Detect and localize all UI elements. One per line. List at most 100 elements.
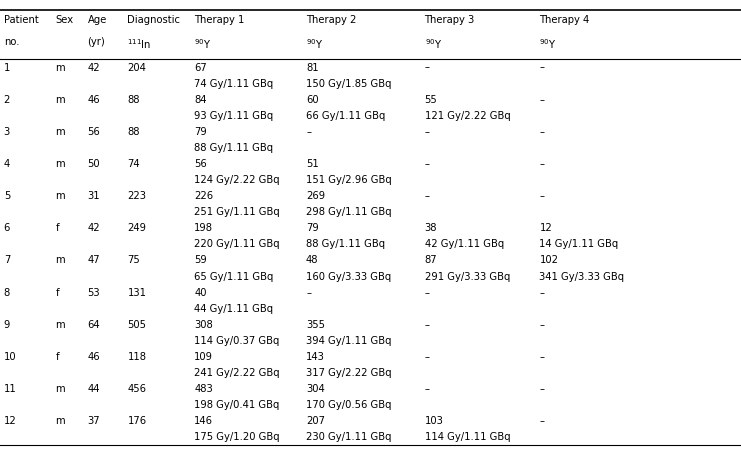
Text: 355: 355 <box>306 320 325 330</box>
Text: 204: 204 <box>127 63 146 72</box>
Text: m: m <box>56 159 65 169</box>
Text: m: m <box>56 191 65 201</box>
Text: 1: 1 <box>4 63 10 72</box>
Text: m: m <box>56 95 65 105</box>
Text: 175 Gy/1.20 GBq: 175 Gy/1.20 GBq <box>194 432 280 443</box>
Text: 207: 207 <box>306 416 325 426</box>
Text: 42: 42 <box>87 63 100 72</box>
Text: 226: 226 <box>194 191 213 201</box>
Text: Therapy 4: Therapy 4 <box>539 15 590 25</box>
Text: m: m <box>56 384 65 394</box>
Text: 84: 84 <box>194 95 207 105</box>
Text: Therapy 3: Therapy 3 <box>425 15 475 25</box>
Text: f: f <box>56 223 59 233</box>
Text: 170 Gy/0.56 GBq: 170 Gy/0.56 GBq <box>306 400 391 410</box>
Text: $^{90}$Y: $^{90}$Y <box>306 37 323 51</box>
Text: –: – <box>539 63 545 72</box>
Text: 66 Gy/1.11 GBq: 66 Gy/1.11 GBq <box>306 111 385 121</box>
Text: 151 Gy/2.96 GBq: 151 Gy/2.96 GBq <box>306 175 392 185</box>
Text: 5: 5 <box>4 191 10 201</box>
Text: 87: 87 <box>425 255 437 265</box>
Text: 47: 47 <box>87 255 100 265</box>
Text: 131: 131 <box>127 288 147 298</box>
Text: 48: 48 <box>306 255 319 265</box>
Text: 317 Gy/2.22 GBq: 317 Gy/2.22 GBq <box>306 368 392 378</box>
Text: 109: 109 <box>194 352 213 362</box>
Text: 12: 12 <box>539 223 552 233</box>
Text: 42: 42 <box>87 223 100 233</box>
Text: 88 Gy/1.11 GBq: 88 Gy/1.11 GBq <box>194 143 273 153</box>
Text: 505: 505 <box>127 320 147 330</box>
Text: 46: 46 <box>87 352 100 362</box>
Text: 269: 269 <box>306 191 325 201</box>
Text: 74 Gy/1.11 GBq: 74 Gy/1.11 GBq <box>194 79 273 89</box>
Text: –: – <box>539 159 545 169</box>
Text: –: – <box>539 191 545 201</box>
Text: 198: 198 <box>194 223 213 233</box>
Text: –: – <box>539 416 545 426</box>
Text: 88: 88 <box>127 95 140 105</box>
Text: 241 Gy/2.22 GBq: 241 Gy/2.22 GBq <box>194 368 280 378</box>
Text: 79: 79 <box>306 223 319 233</box>
Text: 223: 223 <box>127 191 147 201</box>
Text: 394 Gy/1.11 GBq: 394 Gy/1.11 GBq <box>306 336 391 346</box>
Text: 56: 56 <box>87 127 100 137</box>
Text: 4: 4 <box>4 159 10 169</box>
Text: 50: 50 <box>87 159 100 169</box>
Text: –: – <box>539 288 545 298</box>
Text: 31: 31 <box>87 191 100 201</box>
Text: 7: 7 <box>4 255 10 265</box>
Text: 37: 37 <box>87 416 100 426</box>
Text: 114 Gy/0.37 GBq: 114 Gy/0.37 GBq <box>194 336 279 346</box>
Text: –: – <box>425 352 430 362</box>
Text: 6: 6 <box>4 223 10 233</box>
Text: $^{90}$Y: $^{90}$Y <box>425 37 442 51</box>
Text: 74: 74 <box>127 159 140 169</box>
Text: 56: 56 <box>194 159 207 169</box>
Text: 150 Gy/1.85 GBq: 150 Gy/1.85 GBq <box>306 79 391 89</box>
Text: 42 Gy/1.11 GBq: 42 Gy/1.11 GBq <box>425 239 504 250</box>
Text: Therapy 1: Therapy 1 <box>194 15 245 25</box>
Text: 79: 79 <box>194 127 207 137</box>
Text: 64: 64 <box>87 320 100 330</box>
Text: 88 Gy/1.11 GBq: 88 Gy/1.11 GBq <box>306 239 385 250</box>
Text: –: – <box>425 63 430 72</box>
Text: 298 Gy/1.11 GBq: 298 Gy/1.11 GBq <box>306 207 392 217</box>
Text: m: m <box>56 127 65 137</box>
Text: f: f <box>56 352 59 362</box>
Text: 9: 9 <box>4 320 10 330</box>
Text: 51: 51 <box>306 159 319 169</box>
Text: 103: 103 <box>425 416 443 426</box>
Text: 38: 38 <box>425 223 437 233</box>
Text: (yr): (yr) <box>87 37 105 47</box>
Text: –: – <box>425 288 430 298</box>
Text: 230 Gy/1.11 GBq: 230 Gy/1.11 GBq <box>306 432 391 443</box>
Text: 341 Gy/3.33 GBq: 341 Gy/3.33 GBq <box>539 271 625 282</box>
Text: no.: no. <box>4 37 19 47</box>
Text: 44 Gy/1.11 GBq: 44 Gy/1.11 GBq <box>194 304 273 314</box>
Text: $^{90}$Y: $^{90}$Y <box>194 37 211 51</box>
Text: –: – <box>539 320 545 330</box>
Text: 67: 67 <box>194 63 207 72</box>
Text: 118: 118 <box>127 352 147 362</box>
Text: 121 Gy/2.22 GBq: 121 Gy/2.22 GBq <box>425 111 511 121</box>
Text: –: – <box>539 352 545 362</box>
Text: –: – <box>425 159 430 169</box>
Text: 55: 55 <box>425 95 437 105</box>
Text: 10: 10 <box>4 352 16 362</box>
Text: m: m <box>56 63 65 72</box>
Text: 3: 3 <box>4 127 10 137</box>
Text: 65 Gy/1.11 GBq: 65 Gy/1.11 GBq <box>194 271 273 282</box>
Text: m: m <box>56 320 65 330</box>
Text: 304: 304 <box>306 384 325 394</box>
Text: 456: 456 <box>127 384 147 394</box>
Text: 251 Gy/1.11 GBq: 251 Gy/1.11 GBq <box>194 207 280 217</box>
Text: –: – <box>425 384 430 394</box>
Text: 59: 59 <box>194 255 207 265</box>
Text: m: m <box>56 416 65 426</box>
Text: Age: Age <box>87 15 107 25</box>
Text: 88: 88 <box>127 127 140 137</box>
Text: 146: 146 <box>194 416 213 426</box>
Text: 160 Gy/3.33 GBq: 160 Gy/3.33 GBq <box>306 271 391 282</box>
Text: 102: 102 <box>539 255 559 265</box>
